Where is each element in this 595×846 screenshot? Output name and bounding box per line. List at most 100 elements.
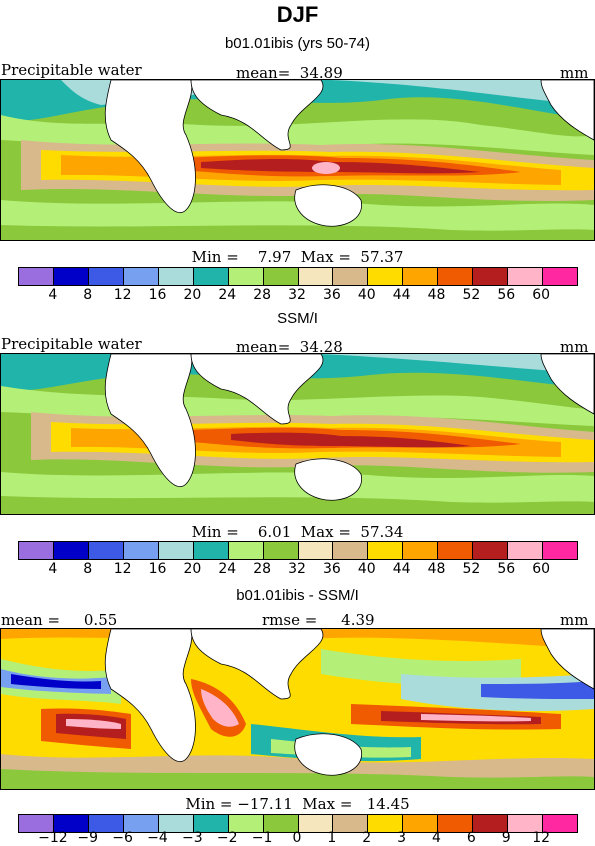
panel-2-colorbar xyxy=(18,541,578,560)
colorbar-tick: 3 xyxy=(397,830,407,846)
colorbar-swatch xyxy=(228,268,264,285)
panel-1-variable-label: Precipitable water xyxy=(1,61,142,79)
colorbar-tick: 8 xyxy=(83,287,93,303)
colorbar-tick: 12 xyxy=(113,287,132,303)
colorbar-swatch xyxy=(123,268,159,285)
colorbar-swatch xyxy=(193,268,229,285)
colorbar-tick: −1 xyxy=(251,830,273,846)
colorbar-swatch xyxy=(228,542,264,559)
colorbar-tick: −12 xyxy=(38,830,68,846)
panel-3-unit: mm xyxy=(560,611,589,629)
colorbar-swatch xyxy=(508,815,544,832)
colorbar-tick: 48 xyxy=(427,561,446,577)
colorbar-tick: 24 xyxy=(218,287,237,303)
colorbar-swatch xyxy=(53,815,89,832)
panel-3-min-max: Min = −17.11 Max = 14.45 xyxy=(185,795,410,813)
colorbar-swatch xyxy=(298,542,334,559)
colorbar-tick: 28 xyxy=(253,287,272,303)
colorbar-tick: −9 xyxy=(77,830,99,846)
colorbar-swatch xyxy=(508,542,544,559)
panel-3-mean-label: mean = 0.55 xyxy=(1,611,118,629)
panel-2-variable-label: Precipitable water xyxy=(1,335,142,353)
colorbar-swatch xyxy=(263,542,299,559)
colorbar-swatch xyxy=(263,815,299,832)
colorbar-tick: 16 xyxy=(148,287,167,303)
colorbar-tick: 12 xyxy=(113,561,132,577)
colorbar-tick: 60 xyxy=(532,561,551,577)
colorbar-swatch xyxy=(193,542,229,559)
colorbar-tick: −2 xyxy=(216,830,238,846)
colorbar-swatch xyxy=(543,542,577,559)
colorbar-tick: 40 xyxy=(357,561,376,577)
panel-2-unit: mm xyxy=(560,338,589,356)
panel-1-colorbar xyxy=(18,267,578,286)
panel-2-heading: SSM/I xyxy=(277,310,318,327)
colorbar-swatch xyxy=(438,268,474,285)
colorbar-swatch xyxy=(19,268,54,285)
panel-3-colorbar xyxy=(18,814,578,833)
colorbar-tick: 6 xyxy=(466,830,476,846)
panel-1-min-max: Min = 7.97 Max = 57.37 xyxy=(191,248,404,266)
colorbar-tick: 12 xyxy=(532,830,551,846)
colorbar-swatch xyxy=(333,815,369,832)
panel-1-mean-label: mean= 34.89 xyxy=(236,64,343,82)
panel-3-map xyxy=(0,628,595,790)
panel-3-colorbar-ticks: −12 −9 −6 −4 −3 −2 −1 0 1 2 3 4 6 9 12 xyxy=(18,830,576,846)
colorbar-tick: 16 xyxy=(148,561,167,577)
colorbar-tick: 28 xyxy=(253,561,272,577)
colorbar-swatch xyxy=(228,815,264,832)
colorbar-tick: 2 xyxy=(362,830,372,846)
colorbar-swatch xyxy=(53,542,89,559)
colorbar-swatch xyxy=(368,542,404,559)
colorbar-tick: 24 xyxy=(218,561,237,577)
colorbar-swatch xyxy=(543,815,577,832)
colorbar-swatch xyxy=(333,542,369,559)
panel-1-map xyxy=(0,79,595,241)
colorbar-tick: 20 xyxy=(183,561,202,577)
colorbar-tick: 36 xyxy=(322,287,341,303)
colorbar-swatch xyxy=(473,542,509,559)
colorbar-swatch xyxy=(368,268,404,285)
colorbar-swatch xyxy=(88,542,124,559)
panel-1-heading: b01.01ibis (yrs 50-74) xyxy=(224,35,371,52)
colorbar-swatch xyxy=(88,268,124,285)
colorbar-swatch xyxy=(193,815,229,832)
colorbar-swatch xyxy=(368,815,404,832)
colorbar-swatch xyxy=(298,268,334,285)
colorbar-tick: 52 xyxy=(462,287,481,303)
colorbar-tick: 8 xyxy=(83,561,93,577)
panel-2-mean-label: mean= 34.28 xyxy=(236,338,343,356)
colorbar-swatch xyxy=(19,815,54,832)
colorbar-swatch xyxy=(333,268,369,285)
panel-3-heading: b01.01ibis - SSM/I xyxy=(236,587,359,604)
colorbar-tick: −4 xyxy=(147,830,168,846)
colorbar-swatch xyxy=(19,542,54,559)
colorbar-swatch xyxy=(123,815,159,832)
colorbar-tick: 52 xyxy=(462,561,481,577)
colorbar-swatch xyxy=(473,268,509,285)
panel-3-rmse-label: rmse = 4.39 xyxy=(262,611,375,629)
colorbar-tick: 9 xyxy=(501,830,511,846)
colorbar-tick: 44 xyxy=(392,287,411,303)
colorbar-tick: 32 xyxy=(288,561,306,577)
colorbar-tick: 4 xyxy=(48,561,58,577)
panel-1-colorbar-ticks: 4 8 12 16 20 24 28 32 36 40 44 48 52 56 60 xyxy=(18,287,576,303)
colorbar-swatch xyxy=(508,268,544,285)
colorbar-swatch xyxy=(403,268,439,285)
colorbar-tick: 56 xyxy=(497,561,516,577)
colorbar-swatch xyxy=(298,815,334,832)
colorbar-tick: 48 xyxy=(427,287,446,303)
colorbar-tick: 36 xyxy=(322,561,341,577)
colorbar-tick: 44 xyxy=(392,561,411,577)
panel-2-min-max: Min = 6.01 Max = 57.34 xyxy=(191,523,404,541)
colorbar-tick: 1 xyxy=(327,830,337,846)
panel-1-unit: mm xyxy=(560,64,589,82)
colorbar-tick: 32 xyxy=(288,287,306,303)
colorbar-swatch xyxy=(473,815,509,832)
colorbar-tick: −3 xyxy=(182,830,203,846)
panel-2-colorbar-ticks: 4 8 12 16 20 24 28 32 36 40 44 48 52 56 60 xyxy=(18,561,576,577)
colorbar-tick: 56 xyxy=(497,287,516,303)
colorbar-tick: −6 xyxy=(112,830,133,846)
colorbar-swatch xyxy=(403,815,439,832)
colorbar-tick: 20 xyxy=(183,287,202,303)
